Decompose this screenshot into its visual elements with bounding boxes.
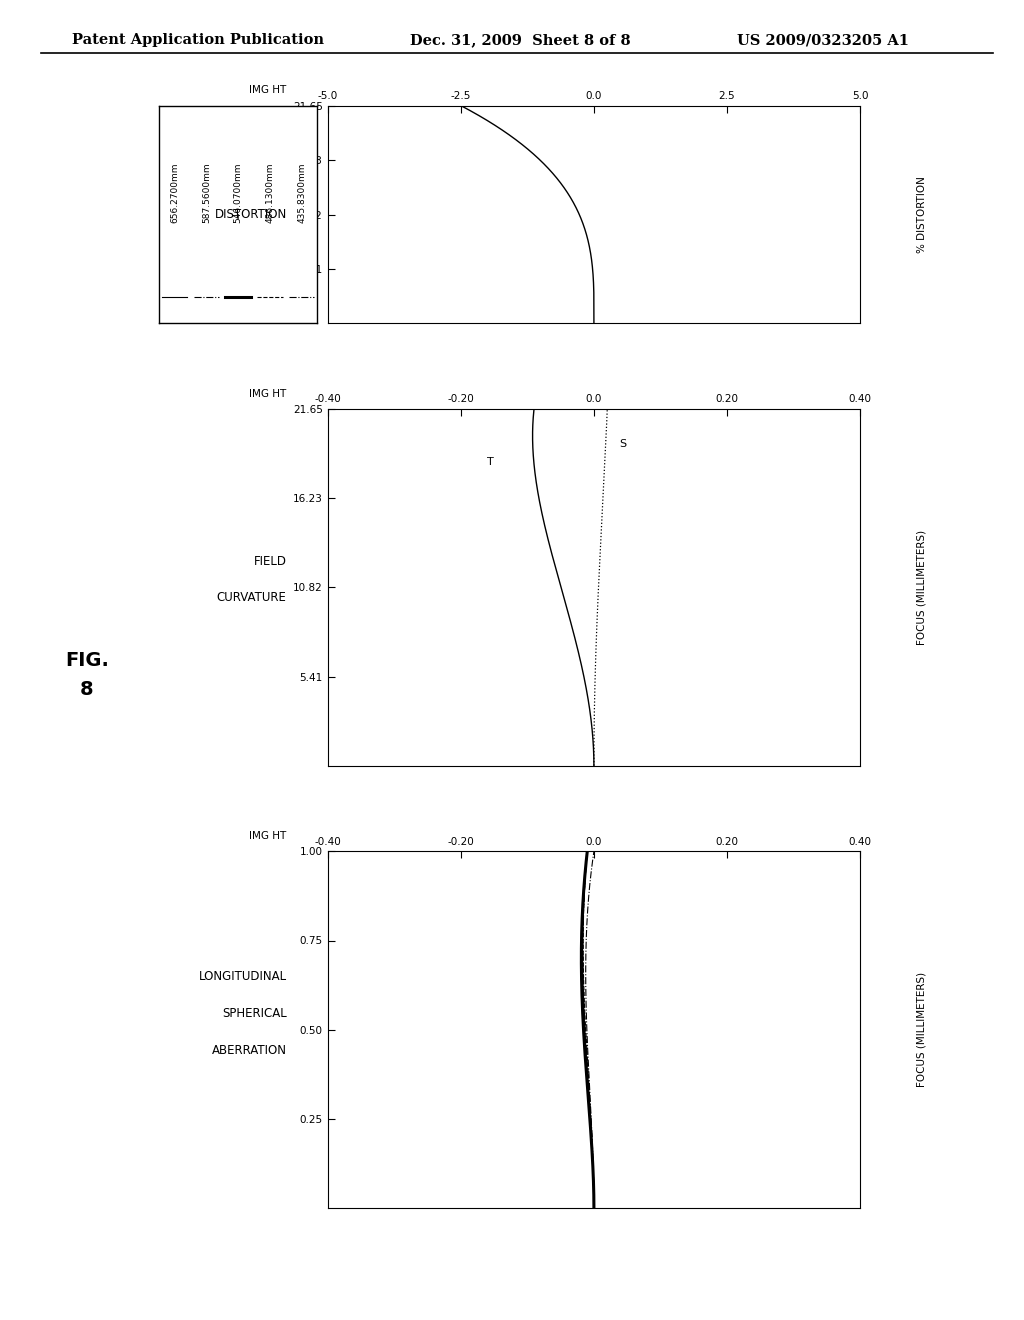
Text: LONGITUDINAL: LONGITUDINAL bbox=[199, 970, 287, 983]
Text: 435.8300mm: 435.8300mm bbox=[297, 162, 306, 223]
Text: S: S bbox=[620, 440, 627, 449]
Text: 8: 8 bbox=[80, 680, 94, 698]
Text: 486.1300mm: 486.1300mm bbox=[265, 162, 274, 223]
Text: FOCUS (MILLIMETERS): FOCUS (MILLIMETERS) bbox=[916, 529, 927, 645]
Text: IMG HT: IMG HT bbox=[250, 830, 287, 841]
Text: 587.5600mm: 587.5600mm bbox=[202, 162, 211, 223]
Text: 546.0700mm: 546.0700mm bbox=[233, 162, 243, 223]
Text: SPHERICAL: SPHERICAL bbox=[222, 1007, 287, 1020]
Text: FIELD: FIELD bbox=[254, 554, 287, 568]
Text: 656.2700mm: 656.2700mm bbox=[170, 162, 179, 223]
Text: ABERRATION: ABERRATION bbox=[212, 1044, 287, 1057]
Text: Dec. 31, 2009  Sheet 8 of 8: Dec. 31, 2009 Sheet 8 of 8 bbox=[410, 33, 630, 48]
Text: T: T bbox=[487, 457, 494, 467]
Text: Patent Application Publication: Patent Application Publication bbox=[72, 33, 324, 48]
Text: IMG HT: IMG HT bbox=[250, 84, 287, 95]
Text: % DISTORTION: % DISTORTION bbox=[916, 176, 927, 253]
Text: FIG.: FIG. bbox=[66, 651, 109, 669]
Text: CURVATURE: CURVATURE bbox=[217, 591, 287, 605]
Text: US 2009/0323205 A1: US 2009/0323205 A1 bbox=[737, 33, 909, 48]
Text: FOCUS (MILLIMETERS): FOCUS (MILLIMETERS) bbox=[916, 972, 927, 1088]
Text: IMG HT: IMG HT bbox=[250, 388, 287, 399]
Text: DISTORTION: DISTORTION bbox=[214, 209, 287, 220]
